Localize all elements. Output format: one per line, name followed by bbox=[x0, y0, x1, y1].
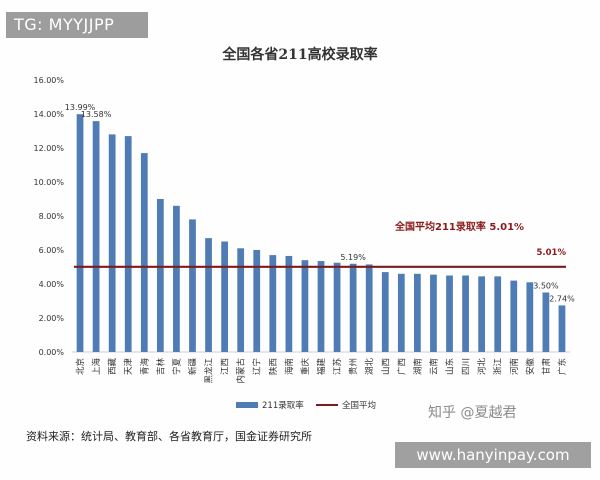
x-tick-label: 贵州 bbox=[348, 358, 359, 375]
x-tick-label: 内蒙古 bbox=[236, 358, 247, 384]
legend-label: 211录取率 bbox=[262, 400, 304, 411]
bar-河北 bbox=[478, 276, 486, 352]
y-tick-label: 10.00% bbox=[33, 178, 64, 187]
source-note: 资料来源：统计局、教育部、各省教育厅，国金证券研究所 bbox=[26, 430, 312, 443]
x-tick-label: 海南 bbox=[284, 358, 295, 375]
bar-浙江 bbox=[494, 276, 502, 352]
data-label: 5.19% bbox=[340, 253, 366, 262]
bar-西藏 bbox=[108, 134, 116, 352]
bar-青海 bbox=[140, 153, 148, 352]
bar-宁夏 bbox=[173, 205, 180, 352]
bar-上海 bbox=[92, 121, 100, 352]
bar-黑龙江 bbox=[205, 238, 212, 352]
data-labels: 13.99%13.58% 5.19% 3.50% 2.74% bbox=[65, 103, 575, 303]
bar-广东 bbox=[558, 305, 566, 352]
bar-福建 bbox=[317, 261, 325, 352]
bar-内蒙古 bbox=[237, 248, 245, 352]
bar-贵州 bbox=[349, 263, 357, 352]
x-tick-label: 陕西 bbox=[268, 358, 279, 375]
bar-辽宁 bbox=[253, 250, 261, 352]
bar-山东 bbox=[446, 275, 453, 352]
average-line-group: 全国平均211录取率 5.01% 5.01% bbox=[74, 220, 567, 268]
y-tick-label: 16.00% bbox=[33, 76, 64, 85]
bar-重庆 bbox=[301, 260, 309, 352]
data-label: 13.58% bbox=[81, 110, 112, 119]
data-label: 2.74% bbox=[549, 294, 575, 303]
x-tick-label: 黑龙江 bbox=[204, 358, 215, 384]
x-tick-label: 西藏 bbox=[107, 358, 118, 376]
x-tick-label: 重庆 bbox=[300, 358, 311, 376]
x-tick-label: 天津 bbox=[123, 358, 134, 376]
bar-广西 bbox=[397, 273, 405, 352]
y-tick-label: 14.00% bbox=[33, 110, 64, 119]
x-tick-label: 山东 bbox=[445, 358, 456, 375]
x-tick-label: 广西 bbox=[396, 358, 407, 375]
tg-watermark: TG: MYYJJPP bbox=[6, 12, 148, 38]
bar-云南 bbox=[430, 274, 437, 352]
average-end-label: 5.01% bbox=[537, 248, 567, 258]
bar-陕西 bbox=[269, 255, 277, 352]
y-tick-label: 12.00% bbox=[33, 144, 64, 153]
x-tick-label: 青海 bbox=[139, 358, 150, 376]
y-tick-label: 2.00% bbox=[39, 314, 65, 323]
bar-新疆 bbox=[189, 219, 196, 352]
chart-title: 全国各省211高校录取率 bbox=[222, 47, 378, 63]
site-watermark: www.hanyinpay.com bbox=[395, 442, 591, 468]
x-tick-label: 甘肃 bbox=[541, 358, 552, 376]
bar-吉林 bbox=[156, 199, 164, 352]
x-tick-label: 福建 bbox=[316, 358, 327, 376]
x-tick-label: 吉林 bbox=[155, 358, 166, 376]
data-label: 13.99% bbox=[65, 103, 96, 112]
data-label: 3.50% bbox=[533, 282, 559, 291]
x-tick-label: 浙江 bbox=[493, 358, 504, 376]
bar-甘肃 bbox=[542, 292, 550, 352]
x-tick-label: 广东 bbox=[557, 358, 568, 375]
x-tick-label: 北京 bbox=[75, 358, 86, 375]
x-tick-label: 河北 bbox=[477, 358, 488, 376]
x-tick-label: 江西 bbox=[221, 358, 231, 375]
legend-swatch-bar bbox=[236, 402, 258, 408]
zhihu-watermark: 知乎 @夏越君 bbox=[428, 405, 517, 421]
x-axis-labels: 北京 上海 西藏 天津 青海 吉林 宁夏 新疆 黑龙江 江西 内蒙古 辽宁 陕西 海南 重庆 福建 江苏 贵州 湖北… bbox=[75, 358, 568, 384]
x-tick-label: 湖南 bbox=[412, 358, 423, 375]
average-annotation: 全国平均211录取率 5.01% bbox=[394, 220, 524, 233]
y-tick-label: 0.00% bbox=[39, 348, 65, 357]
bar-江西 bbox=[221, 241, 228, 352]
x-tick-label: 辽宁 bbox=[252, 358, 263, 375]
x-tick-label: 四川 bbox=[462, 358, 472, 375]
y-tick-label: 8.00% bbox=[39, 212, 65, 221]
legend: 211录取率 全国平均 bbox=[236, 400, 376, 411]
x-tick-label: 河南 bbox=[509, 358, 520, 375]
x-tick-label: 湖北 bbox=[365, 358, 375, 376]
bar-河南 bbox=[510, 280, 518, 352]
x-tick-label: 山西 bbox=[380, 358, 391, 375]
legend-label: 全国平均 bbox=[342, 400, 376, 411]
bar-安徽 bbox=[526, 282, 534, 352]
bar-山西 bbox=[381, 272, 389, 352]
x-tick-label: 新疆 bbox=[187, 358, 198, 376]
x-tick-label: 江苏 bbox=[332, 358, 343, 376]
y-tick-label: 4.00% bbox=[39, 280, 65, 289]
bar-四川 bbox=[462, 275, 469, 352]
bar-海南 bbox=[285, 255, 293, 352]
x-tick-label: 上海 bbox=[91, 358, 102, 376]
x-tick-label: 云南 bbox=[428, 358, 439, 375]
bar-天津 bbox=[124, 136, 132, 352]
bar-江苏 bbox=[333, 262, 341, 352]
y-tick-label: 6.00% bbox=[39, 246, 65, 255]
x-tick-label: 宁夏 bbox=[171, 358, 182, 376]
bar-湖北 bbox=[365, 264, 373, 352]
bar-series bbox=[76, 114, 566, 352]
bar-湖南 bbox=[414, 273, 421, 352]
bar-北京 bbox=[76, 114, 84, 352]
x-tick-label: 安徽 bbox=[525, 358, 536, 376]
